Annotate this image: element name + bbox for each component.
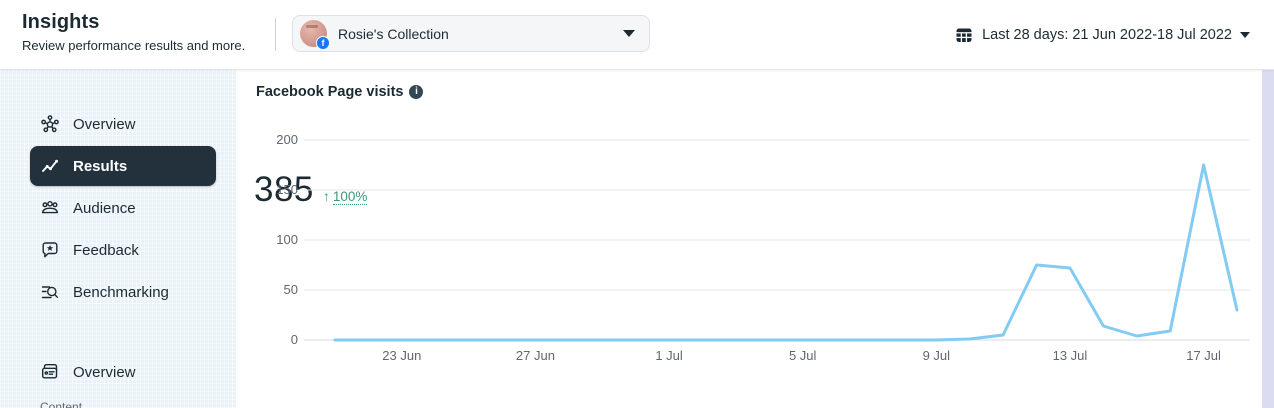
y-tick-label: 150 [276, 182, 298, 197]
header-divider [275, 18, 276, 51]
date-range-label: Last 28 days: 21 Jun 2022-18 Jul 2022 [982, 27, 1232, 43]
sidebar-item-audience[interactable]: Audience [30, 188, 216, 228]
metric-row: 385 ↑ 100% [254, 170, 368, 210]
x-tick-label: 5 Jul [788, 348, 817, 363]
page-selector-dropdown[interactable]: f Rosie's Collection [292, 15, 650, 52]
results-line-icon [40, 156, 60, 176]
page-selector-label: Rosie's Collection [338, 25, 449, 42]
x-tick-label: 27 Jun [515, 348, 555, 363]
page-subtitle: Review performance results and more. [22, 38, 246, 53]
sidebar-item-label: Feedback [73, 241, 139, 259]
sidebar-item-results[interactable]: Results [30, 146, 216, 186]
chart-header: Facebook Page visits i [256, 84, 424, 100]
scrollbar[interactable] [1262, 70, 1274, 408]
sidebar-item-label: Overview [73, 115, 136, 133]
sidebar-item-benchmarking[interactable]: Benchmarking [30, 272, 216, 312]
x-tick-label: 9 Jul [922, 348, 951, 363]
sidebar-item-label: Audience [73, 199, 136, 217]
audience-icon [40, 198, 60, 218]
sidebar-item-overview[interactable]: Overview [30, 104, 216, 144]
header: Insights Review performance results and … [0, 0, 1274, 70]
sidebar-item-content-overview[interactable]: Overview [30, 352, 216, 392]
page-title-block: Insights Review performance results and … [22, 11, 245, 53]
chart-title: Facebook Page visits [256, 84, 404, 100]
x-tick-label: 13 Jul [1052, 348, 1088, 363]
sidebar-item-label: Results [73, 157, 128, 175]
feedback-bubble-icon [40, 240, 60, 260]
y-tick-label: 50 [283, 282, 298, 297]
date-range-selector[interactable]: Last 28 days: 21 Jun 2022-18 Jul 2022 [954, 20, 1250, 50]
metric-value: 385 [254, 170, 314, 209]
trend-percent[interactable]: 100% [332, 189, 368, 205]
chevron-down-icon [1240, 32, 1250, 38]
sidebar-section-content: Content [40, 400, 83, 408]
hub-icon [40, 114, 60, 134]
sidebar-item-label: Benchmarking [73, 283, 169, 301]
info-icon[interactable]: i [409, 85, 424, 99]
x-axis-labels: 23 Jun 27 Jun 1 Jul 5 Jul 9 Jul 13 Jul 17 Jul [304, 348, 1250, 368]
facebook-badge-icon: f [316, 36, 330, 50]
trend-up-arrow-icon: ↑ [322, 188, 330, 204]
avatar: f [300, 20, 330, 50]
line-chart-plot[interactable] [304, 139, 1250, 342]
avatar-detail [306, 25, 318, 28]
x-tick-label: 1 Jul [655, 348, 683, 363]
sidebar-item-label: Overview [73, 363, 136, 381]
chevron-down-icon [623, 30, 635, 37]
page-title: Insights [22, 11, 100, 33]
x-tick-label: 17 Jul [1186, 348, 1221, 363]
page-visits-chart[interactable]: 0 50 100 150 200 23 Jun 27 Jun 1 Jul 5 Jul 9 Jul… [254, 132, 1250, 394]
y-tick-label: 100 [276, 232, 298, 247]
calendar-icon [954, 25, 974, 45]
main-content: Facebook Page visits i 385 ↑ 100% 0 50 100… [236, 70, 1262, 408]
trend-indicator: ↑ 100% [323, 188, 368, 205]
y-tick-label: 200 [276, 132, 298, 147]
y-tick-label: 0 [290, 332, 298, 347]
content-cards-icon [40, 362, 60, 382]
sidebar: Overview Results Audience [0, 70, 236, 408]
sidebar-item-feedback[interactable]: Feedback [30, 230, 216, 270]
x-tick-label: 23 Jun [382, 348, 422, 363]
benchmarking-search-icon [40, 282, 60, 302]
